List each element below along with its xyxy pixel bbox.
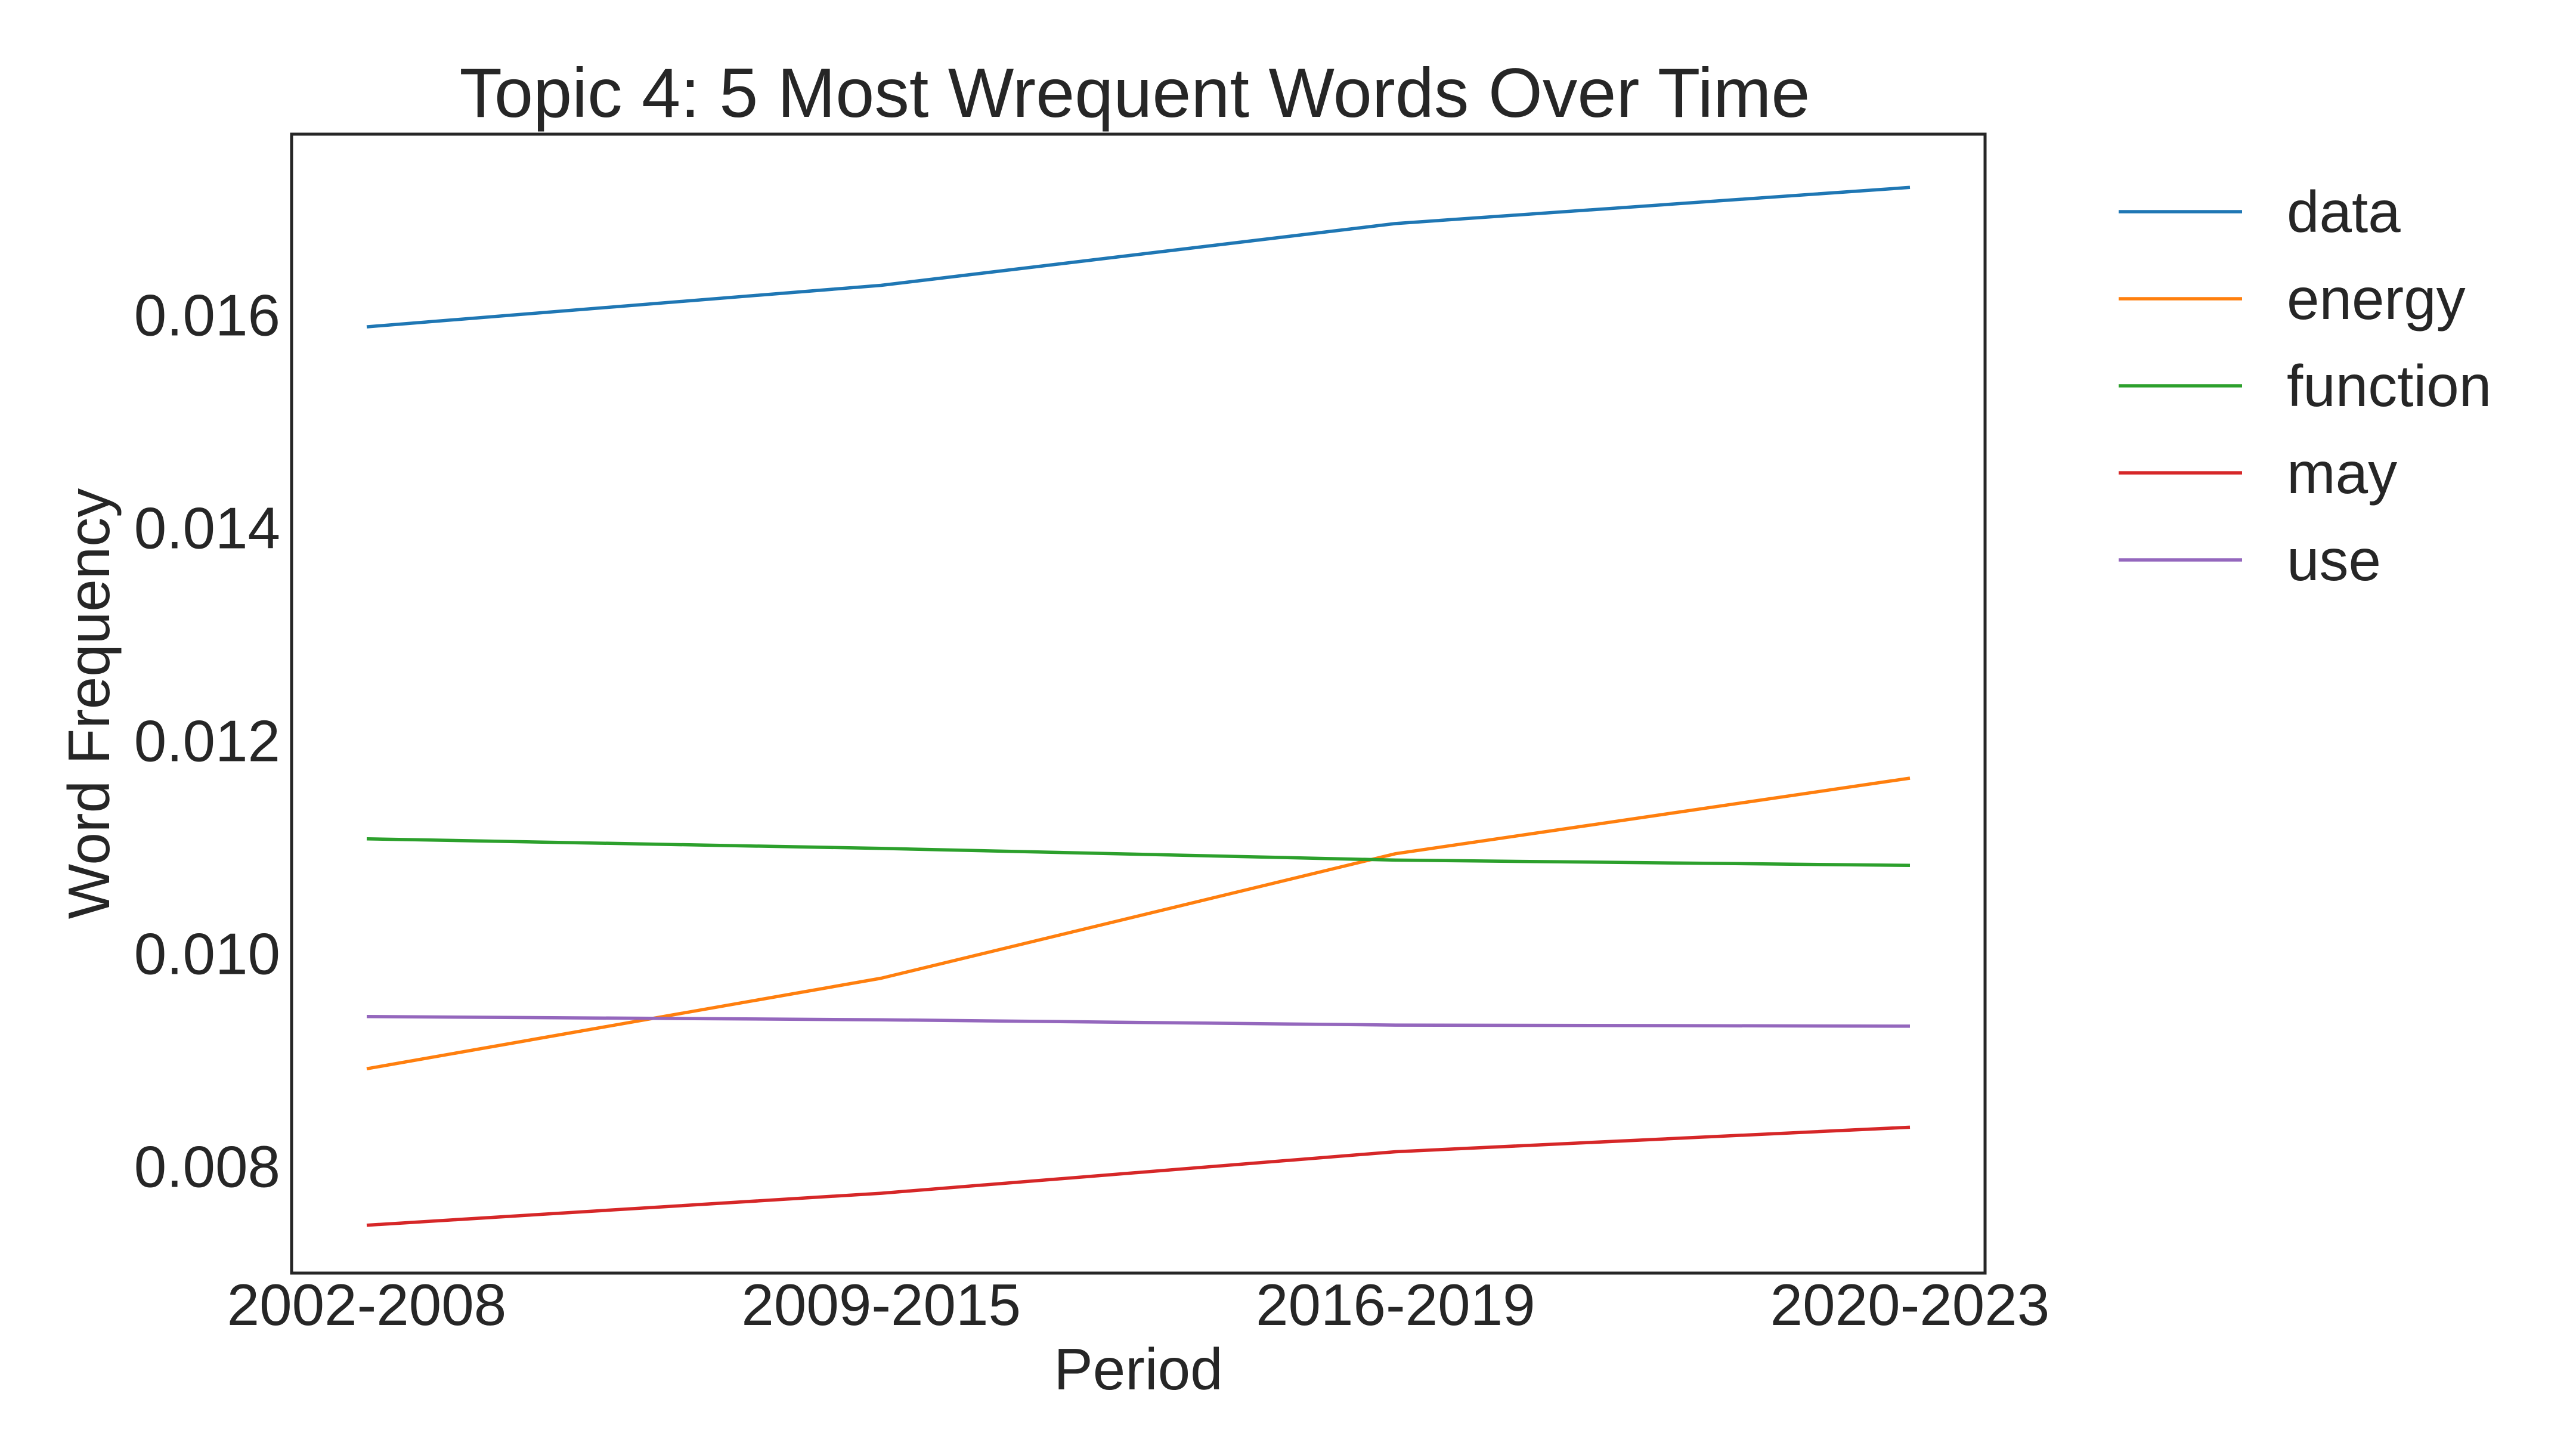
legend-label: function bbox=[2287, 353, 2491, 419]
x-tick-label: 2020-2023 bbox=[1770, 1272, 2050, 1337]
series-layer bbox=[366, 185, 1911, 1227]
y-axis-label: Word Frequency bbox=[56, 488, 122, 919]
legend-entry-energy: energy bbox=[2119, 266, 2466, 332]
x-tick-label: 2016-2019 bbox=[1256, 1272, 1535, 1337]
plot-area bbox=[290, 132, 1987, 1275]
x-axis-label: Period bbox=[1054, 1336, 1222, 1402]
plot-frame bbox=[290, 132, 1987, 1275]
legend-label: use bbox=[2287, 527, 2381, 593]
legend-label: data bbox=[2287, 179, 2401, 244]
legend-entry-use: use bbox=[2119, 527, 2381, 593]
x-tick-label: 2002-2008 bbox=[227, 1272, 507, 1337]
legend: data energy function may use bbox=[2119, 179, 2491, 593]
y-tick-label: 0.014 bbox=[134, 495, 280, 561]
legend-entry-may: may bbox=[2119, 440, 2397, 506]
y-axis-ticks: 0.008 0.010 0.012 0.014 0.016 bbox=[134, 282, 280, 1199]
series-line-may bbox=[366, 1125, 1911, 1227]
legend-label: energy bbox=[2287, 266, 2466, 332]
y-tick-label: 0.010 bbox=[134, 921, 280, 986]
legend-entry-data: data bbox=[2119, 179, 2401, 244]
chart-title: Topic 4: 5 Most Wrequent Words Over Time bbox=[460, 54, 1810, 132]
y-tick-label: 0.016 bbox=[134, 282, 280, 348]
series-line-use bbox=[366, 1015, 1911, 1028]
series-line-energy bbox=[366, 776, 1911, 1071]
y-tick-label: 0.012 bbox=[134, 708, 280, 773]
legend-entry-function: function bbox=[2119, 353, 2491, 419]
series-line-function bbox=[366, 837, 1911, 868]
y-tick-label: 0.008 bbox=[134, 1134, 280, 1199]
legend-label: may bbox=[2287, 440, 2397, 506]
series-line-data bbox=[366, 185, 1911, 329]
x-axis-ticks: 2002-2008 2009-2015 2016-2019 2020-2023 bbox=[227, 1272, 2050, 1337]
x-tick-label: 2009-2015 bbox=[741, 1272, 1021, 1337]
